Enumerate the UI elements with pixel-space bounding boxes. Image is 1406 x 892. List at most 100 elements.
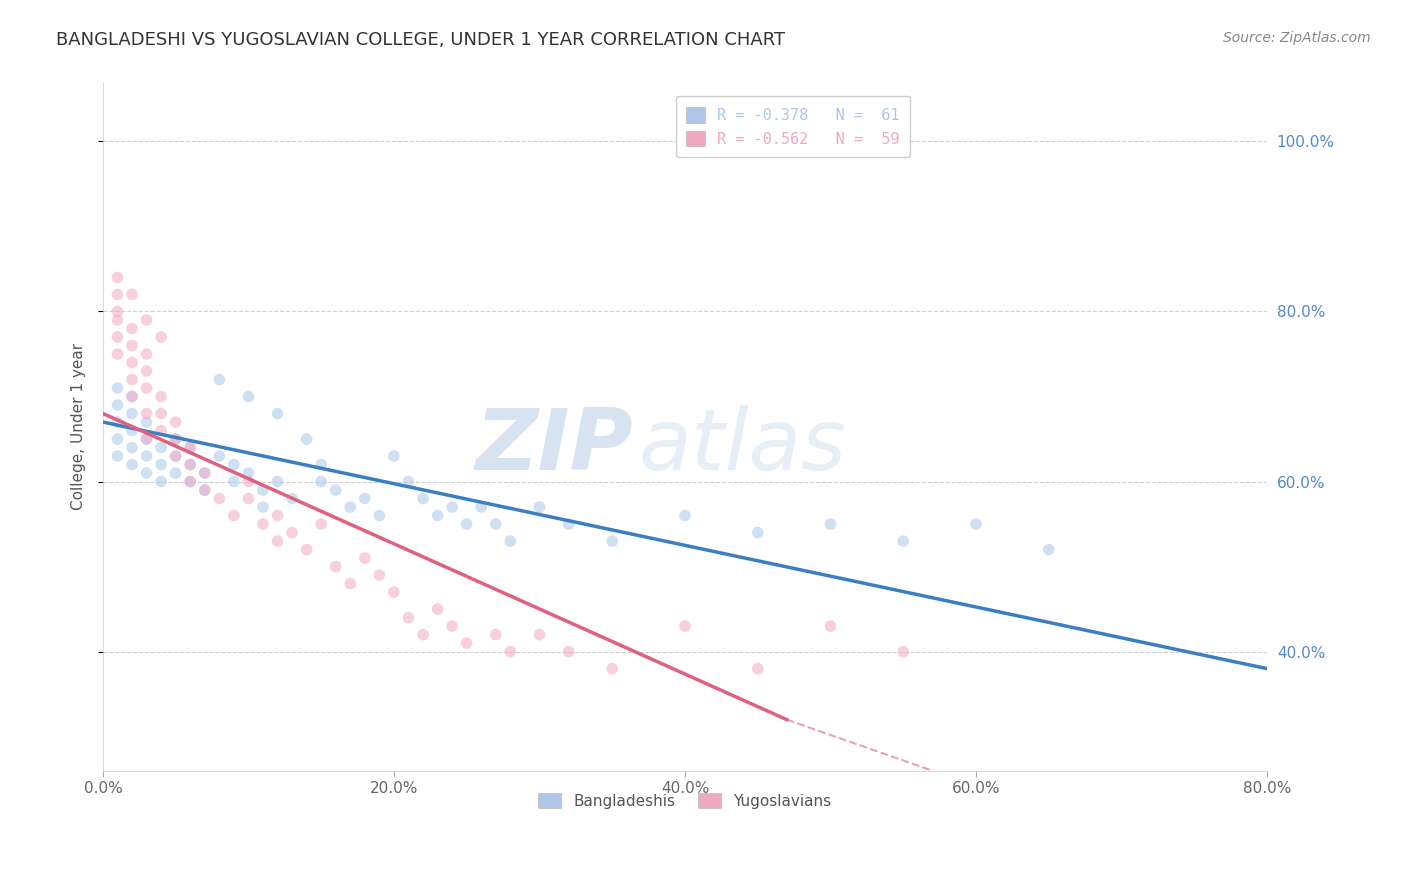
Point bbox=[150, 458, 173, 472]
Point bbox=[222, 458, 245, 472]
Point bbox=[179, 475, 201, 489]
Point bbox=[179, 458, 201, 472]
Point bbox=[470, 500, 492, 514]
Point bbox=[121, 321, 143, 335]
Point bbox=[353, 491, 375, 506]
Point bbox=[107, 330, 129, 344]
Point bbox=[150, 475, 173, 489]
Point bbox=[179, 441, 201, 455]
Point bbox=[107, 347, 129, 361]
Point bbox=[820, 517, 842, 532]
Point bbox=[557, 645, 579, 659]
Point bbox=[281, 525, 304, 540]
Point bbox=[165, 466, 187, 480]
Point bbox=[673, 508, 696, 523]
Point bbox=[135, 313, 157, 327]
Point bbox=[121, 355, 143, 369]
Point bbox=[165, 432, 187, 446]
Point bbox=[208, 491, 231, 506]
Text: ZIP: ZIP bbox=[475, 406, 633, 489]
Point bbox=[238, 475, 260, 489]
Point bbox=[107, 381, 129, 395]
Point bbox=[412, 491, 434, 506]
Point bbox=[252, 483, 274, 497]
Point bbox=[194, 483, 217, 497]
Point bbox=[398, 610, 420, 624]
Point bbox=[673, 619, 696, 633]
Point bbox=[339, 500, 361, 514]
Point bbox=[557, 517, 579, 532]
Point bbox=[150, 330, 173, 344]
Point bbox=[382, 449, 405, 463]
Point bbox=[600, 534, 623, 549]
Point bbox=[441, 619, 464, 633]
Point bbox=[485, 627, 508, 641]
Point bbox=[499, 645, 522, 659]
Point bbox=[165, 449, 187, 463]
Point bbox=[891, 645, 914, 659]
Point bbox=[426, 602, 449, 616]
Point bbox=[135, 381, 157, 395]
Point bbox=[121, 424, 143, 438]
Point bbox=[965, 517, 987, 532]
Point bbox=[165, 432, 187, 446]
Point bbox=[398, 475, 420, 489]
Point bbox=[266, 407, 288, 421]
Point bbox=[107, 398, 129, 412]
Point bbox=[747, 525, 769, 540]
Point bbox=[499, 534, 522, 549]
Point bbox=[135, 407, 157, 421]
Point bbox=[456, 636, 478, 650]
Text: atlas: atlas bbox=[638, 406, 846, 489]
Point bbox=[309, 458, 332, 472]
Point bbox=[222, 508, 245, 523]
Point bbox=[150, 407, 173, 421]
Point bbox=[194, 483, 217, 497]
Point bbox=[135, 449, 157, 463]
Point bbox=[238, 390, 260, 404]
Point bbox=[121, 372, 143, 386]
Point bbox=[600, 662, 623, 676]
Point bbox=[238, 491, 260, 506]
Point bbox=[747, 662, 769, 676]
Point bbox=[208, 372, 231, 386]
Point bbox=[150, 424, 173, 438]
Point bbox=[135, 415, 157, 429]
Point bbox=[165, 449, 187, 463]
Point bbox=[529, 627, 551, 641]
Point bbox=[485, 517, 508, 532]
Point bbox=[353, 551, 375, 566]
Point bbox=[325, 559, 347, 574]
Point bbox=[107, 313, 129, 327]
Point bbox=[295, 542, 318, 557]
Point bbox=[107, 449, 129, 463]
Point bbox=[281, 491, 304, 506]
Point bbox=[529, 500, 551, 514]
Point bbox=[266, 475, 288, 489]
Point bbox=[179, 475, 201, 489]
Point bbox=[891, 534, 914, 549]
Point bbox=[368, 508, 391, 523]
Point bbox=[325, 483, 347, 497]
Point bbox=[179, 458, 201, 472]
Point bbox=[194, 466, 217, 480]
Point bbox=[368, 568, 391, 582]
Point bbox=[309, 517, 332, 532]
Point bbox=[107, 304, 129, 318]
Point bbox=[135, 432, 157, 446]
Point bbox=[295, 432, 318, 446]
Point bbox=[426, 508, 449, 523]
Point bbox=[266, 534, 288, 549]
Point bbox=[252, 517, 274, 532]
Point bbox=[135, 364, 157, 378]
Point bbox=[135, 466, 157, 480]
Point bbox=[179, 441, 201, 455]
Point bbox=[121, 458, 143, 472]
Point bbox=[238, 466, 260, 480]
Point bbox=[135, 432, 157, 446]
Point bbox=[456, 517, 478, 532]
Point bbox=[150, 441, 173, 455]
Point bbox=[150, 390, 173, 404]
Point bbox=[222, 475, 245, 489]
Point bbox=[121, 287, 143, 301]
